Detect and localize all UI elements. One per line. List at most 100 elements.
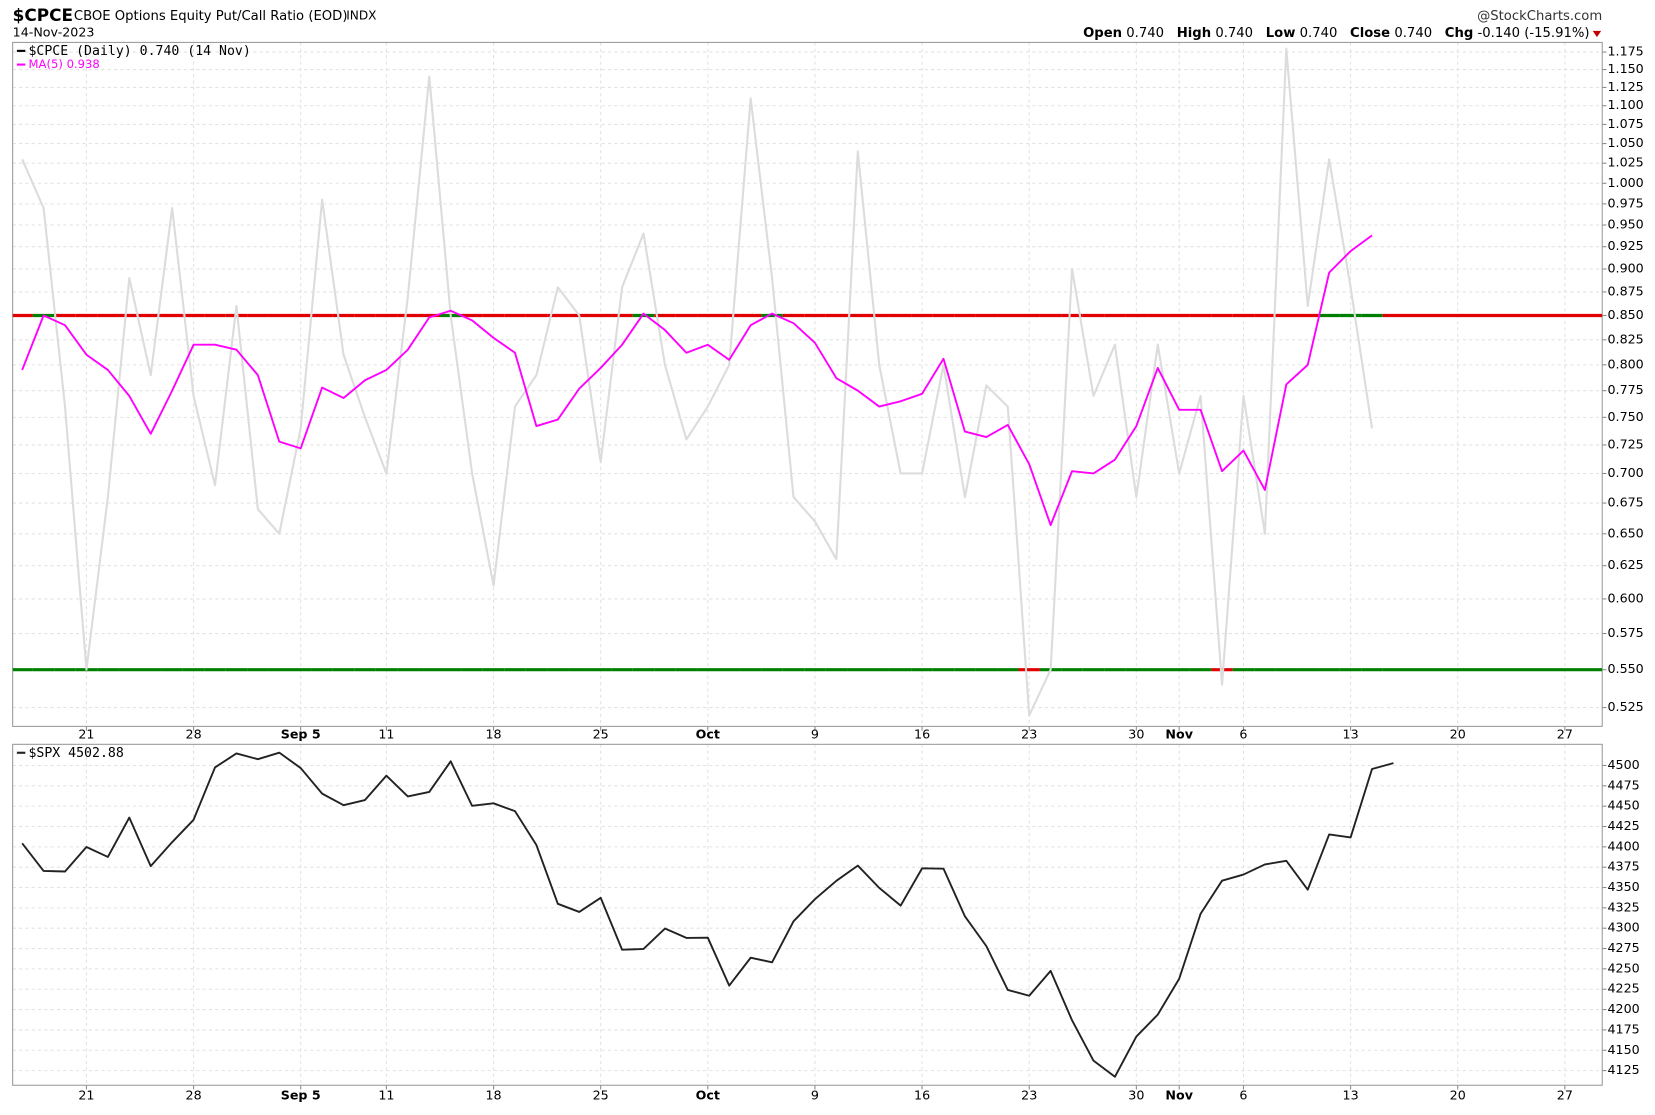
y-tick-label: 0.725: [1608, 436, 1644, 451]
source: @StockCharts.com: [1477, 9, 1602, 24]
quote-label: Chg: [1445, 26, 1474, 41]
x-tick-label: 9: [811, 1087, 819, 1102]
y-tick-label: 0.950: [1608, 217, 1644, 232]
y-tick-label: 0.800: [1608, 356, 1644, 371]
x-tick-label: 21: [78, 726, 94, 741]
y-tick-label: 0.525: [1608, 699, 1644, 714]
x-tick-label: 25: [593, 726, 609, 741]
y-tick-label: 0.850: [1608, 307, 1644, 322]
x-tick-label: 11: [378, 1087, 394, 1102]
plot-area: [21, 751, 1394, 1078]
y-tick-label: 4300: [1608, 920, 1640, 935]
legend-label: $CPCE (Daily) 0.740 (14 Nov): [28, 44, 250, 59]
y-tick-label: 4125: [1608, 1062, 1640, 1077]
y-tick-label: 4375: [1608, 859, 1640, 874]
symbol-name: CBOE Options Equity Put/Call Ratio (EOD): [74, 9, 348, 24]
y-tick-label: 0.775: [1608, 382, 1644, 397]
y-tick-label: 0.700: [1608, 465, 1644, 480]
x-tick-label: Oct: [696, 726, 720, 741]
y-tick-label: 0.875: [1608, 283, 1644, 298]
x-tick-label: 30: [1128, 1087, 1144, 1102]
x-tick-label: 28: [186, 726, 202, 741]
y-tick-label: 4175: [1608, 1021, 1640, 1036]
exchange: INDX: [346, 9, 376, 23]
y-tick-label: 1.125: [1608, 79, 1644, 94]
x-tick-label: 11: [378, 726, 394, 741]
series-line: [21, 47, 1374, 717]
x-tick-label: 23: [1021, 1087, 1037, 1102]
quote-label: Open: [1083, 26, 1122, 41]
x-tick-label: 16: [914, 1087, 930, 1102]
y-tick-label: 1.100: [1608, 97, 1644, 112]
y-tick-label: 4350: [1608, 879, 1640, 894]
x-tick-label: Nov: [1165, 726, 1193, 741]
quote-label: Low: [1266, 26, 1296, 41]
quote-label: Close: [1350, 26, 1390, 41]
y-tick-label: 1.150: [1608, 61, 1644, 76]
y-tick-label: 0.975: [1608, 195, 1644, 210]
x-tick-label: 23: [1021, 726, 1037, 741]
panel-frame: [12, 743, 1603, 1086]
symbol: $CPCE: [13, 5, 73, 25]
y-tick-label: 4500: [1608, 757, 1640, 772]
y-tick-label: 4250: [1608, 960, 1640, 975]
y-tick-label: 0.600: [1608, 590, 1644, 605]
x-tick-label: 25: [593, 1087, 609, 1102]
y-tick-label: 4450: [1608, 798, 1640, 813]
legend-label: MA(5) 0.938: [28, 57, 99, 71]
x-tick-label: 28: [186, 1087, 202, 1102]
date: 14-Nov-2023: [13, 24, 95, 39]
x-tick-label: Sep 5: [281, 1087, 321, 1102]
y-tick-label: 0.750: [1608, 409, 1644, 424]
x-tick-label: 27: [1557, 1087, 1573, 1102]
y-tick-label: 1.025: [1608, 155, 1644, 170]
y-tick-label: 0.650: [1608, 525, 1644, 540]
panel-frame: [12, 41, 1603, 727]
quote-label: High: [1177, 26, 1211, 41]
y-tick-label: 0.550: [1608, 661, 1644, 676]
quote-value: -0.140 (-15.91%): [1478, 26, 1590, 41]
y-tick-label: 1.050: [1608, 135, 1644, 150]
y-tick-label: 1.000: [1608, 175, 1644, 190]
y-tick-label: 1.175: [1608, 44, 1644, 59]
y-tick-label: 0.625: [1608, 557, 1644, 572]
y-tick-label: 4475: [1608, 777, 1640, 792]
change-arrow: [1592, 30, 1602, 38]
x-tick-label: 30: [1128, 726, 1144, 741]
y-tick-label: 4425: [1608, 818, 1640, 833]
x-tick-label: 21: [78, 1087, 94, 1102]
x-tick-label: 16: [914, 726, 930, 741]
x-tick-label: Nov: [1165, 1087, 1193, 1102]
y-tick-label: 1.075: [1608, 116, 1644, 131]
y-tick-label: 4225: [1608, 981, 1640, 996]
quote-value: 0.740: [1300, 26, 1338, 41]
series-line: [21, 234, 1373, 527]
x-tick-label: 20: [1450, 1087, 1466, 1102]
x-tick-label: 20: [1450, 726, 1466, 741]
y-tick-label: 0.575: [1608, 625, 1644, 640]
x-tick-label: 13: [1343, 1087, 1359, 1102]
x-tick-label: 9: [811, 726, 819, 741]
y-tick-label: 0.900: [1608, 261, 1644, 276]
y-tick-label: 0.925: [1608, 238, 1644, 253]
plot-area: [12, 47, 1603, 717]
x-tick-label: 6: [1239, 726, 1247, 741]
y-tick-label: 4150: [1608, 1042, 1640, 1057]
quote-value: 0.740: [1394, 26, 1432, 41]
legend-label: $SPX 4502.88: [28, 746, 123, 761]
y-tick-label: 0.825: [1608, 331, 1644, 346]
x-tick-label: 6: [1239, 1087, 1247, 1102]
y-tick-label: 4325: [1608, 899, 1640, 914]
x-tick-label: 18: [485, 1087, 501, 1102]
y-tick-label: 4400: [1608, 838, 1640, 853]
y-tick-label: 0.675: [1608, 495, 1644, 510]
x-tick-label: 18: [485, 726, 501, 741]
series-line: [21, 751, 1394, 1078]
x-tick-label: Oct: [696, 1087, 720, 1102]
y-tick-label: 4275: [1608, 940, 1640, 955]
quote-value: 0.740: [1215, 26, 1253, 41]
y-tick-label: 4200: [1608, 1001, 1640, 1016]
quote-value: 0.740: [1126, 26, 1164, 41]
